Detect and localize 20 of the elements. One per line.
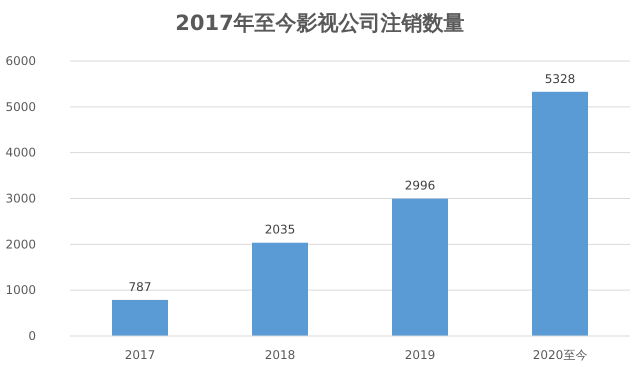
bar (252, 242, 308, 336)
x-tick-label: 2017 (124, 348, 156, 362)
x-tick-label: 2019 (404, 348, 436, 362)
data-label: 2996 (404, 178, 436, 193)
bar (112, 300, 168, 336)
y-tick-label: 2000 (5, 237, 36, 252)
bar (532, 92, 588, 336)
x-tick-label: 2018 (264, 348, 296, 362)
y-tick-label: 5000 (5, 100, 36, 114)
y-tick-label: 0 (28, 329, 36, 343)
y-tick-label: 3000 (5, 192, 36, 206)
bar (392, 198, 448, 336)
y-tick-label: 6000 (5, 54, 36, 68)
data-label: 787 (128, 280, 152, 294)
y-tick-label: 4000 (5, 146, 36, 160)
data-label: 5328 (544, 72, 576, 86)
y-tick-label: 1000 (5, 283, 36, 298)
x-tick-label: 2020至今 (532, 348, 588, 362)
chart-title: 2017年至今影视公司注销数量 (175, 11, 465, 35)
data-label: 2035 (264, 222, 296, 237)
